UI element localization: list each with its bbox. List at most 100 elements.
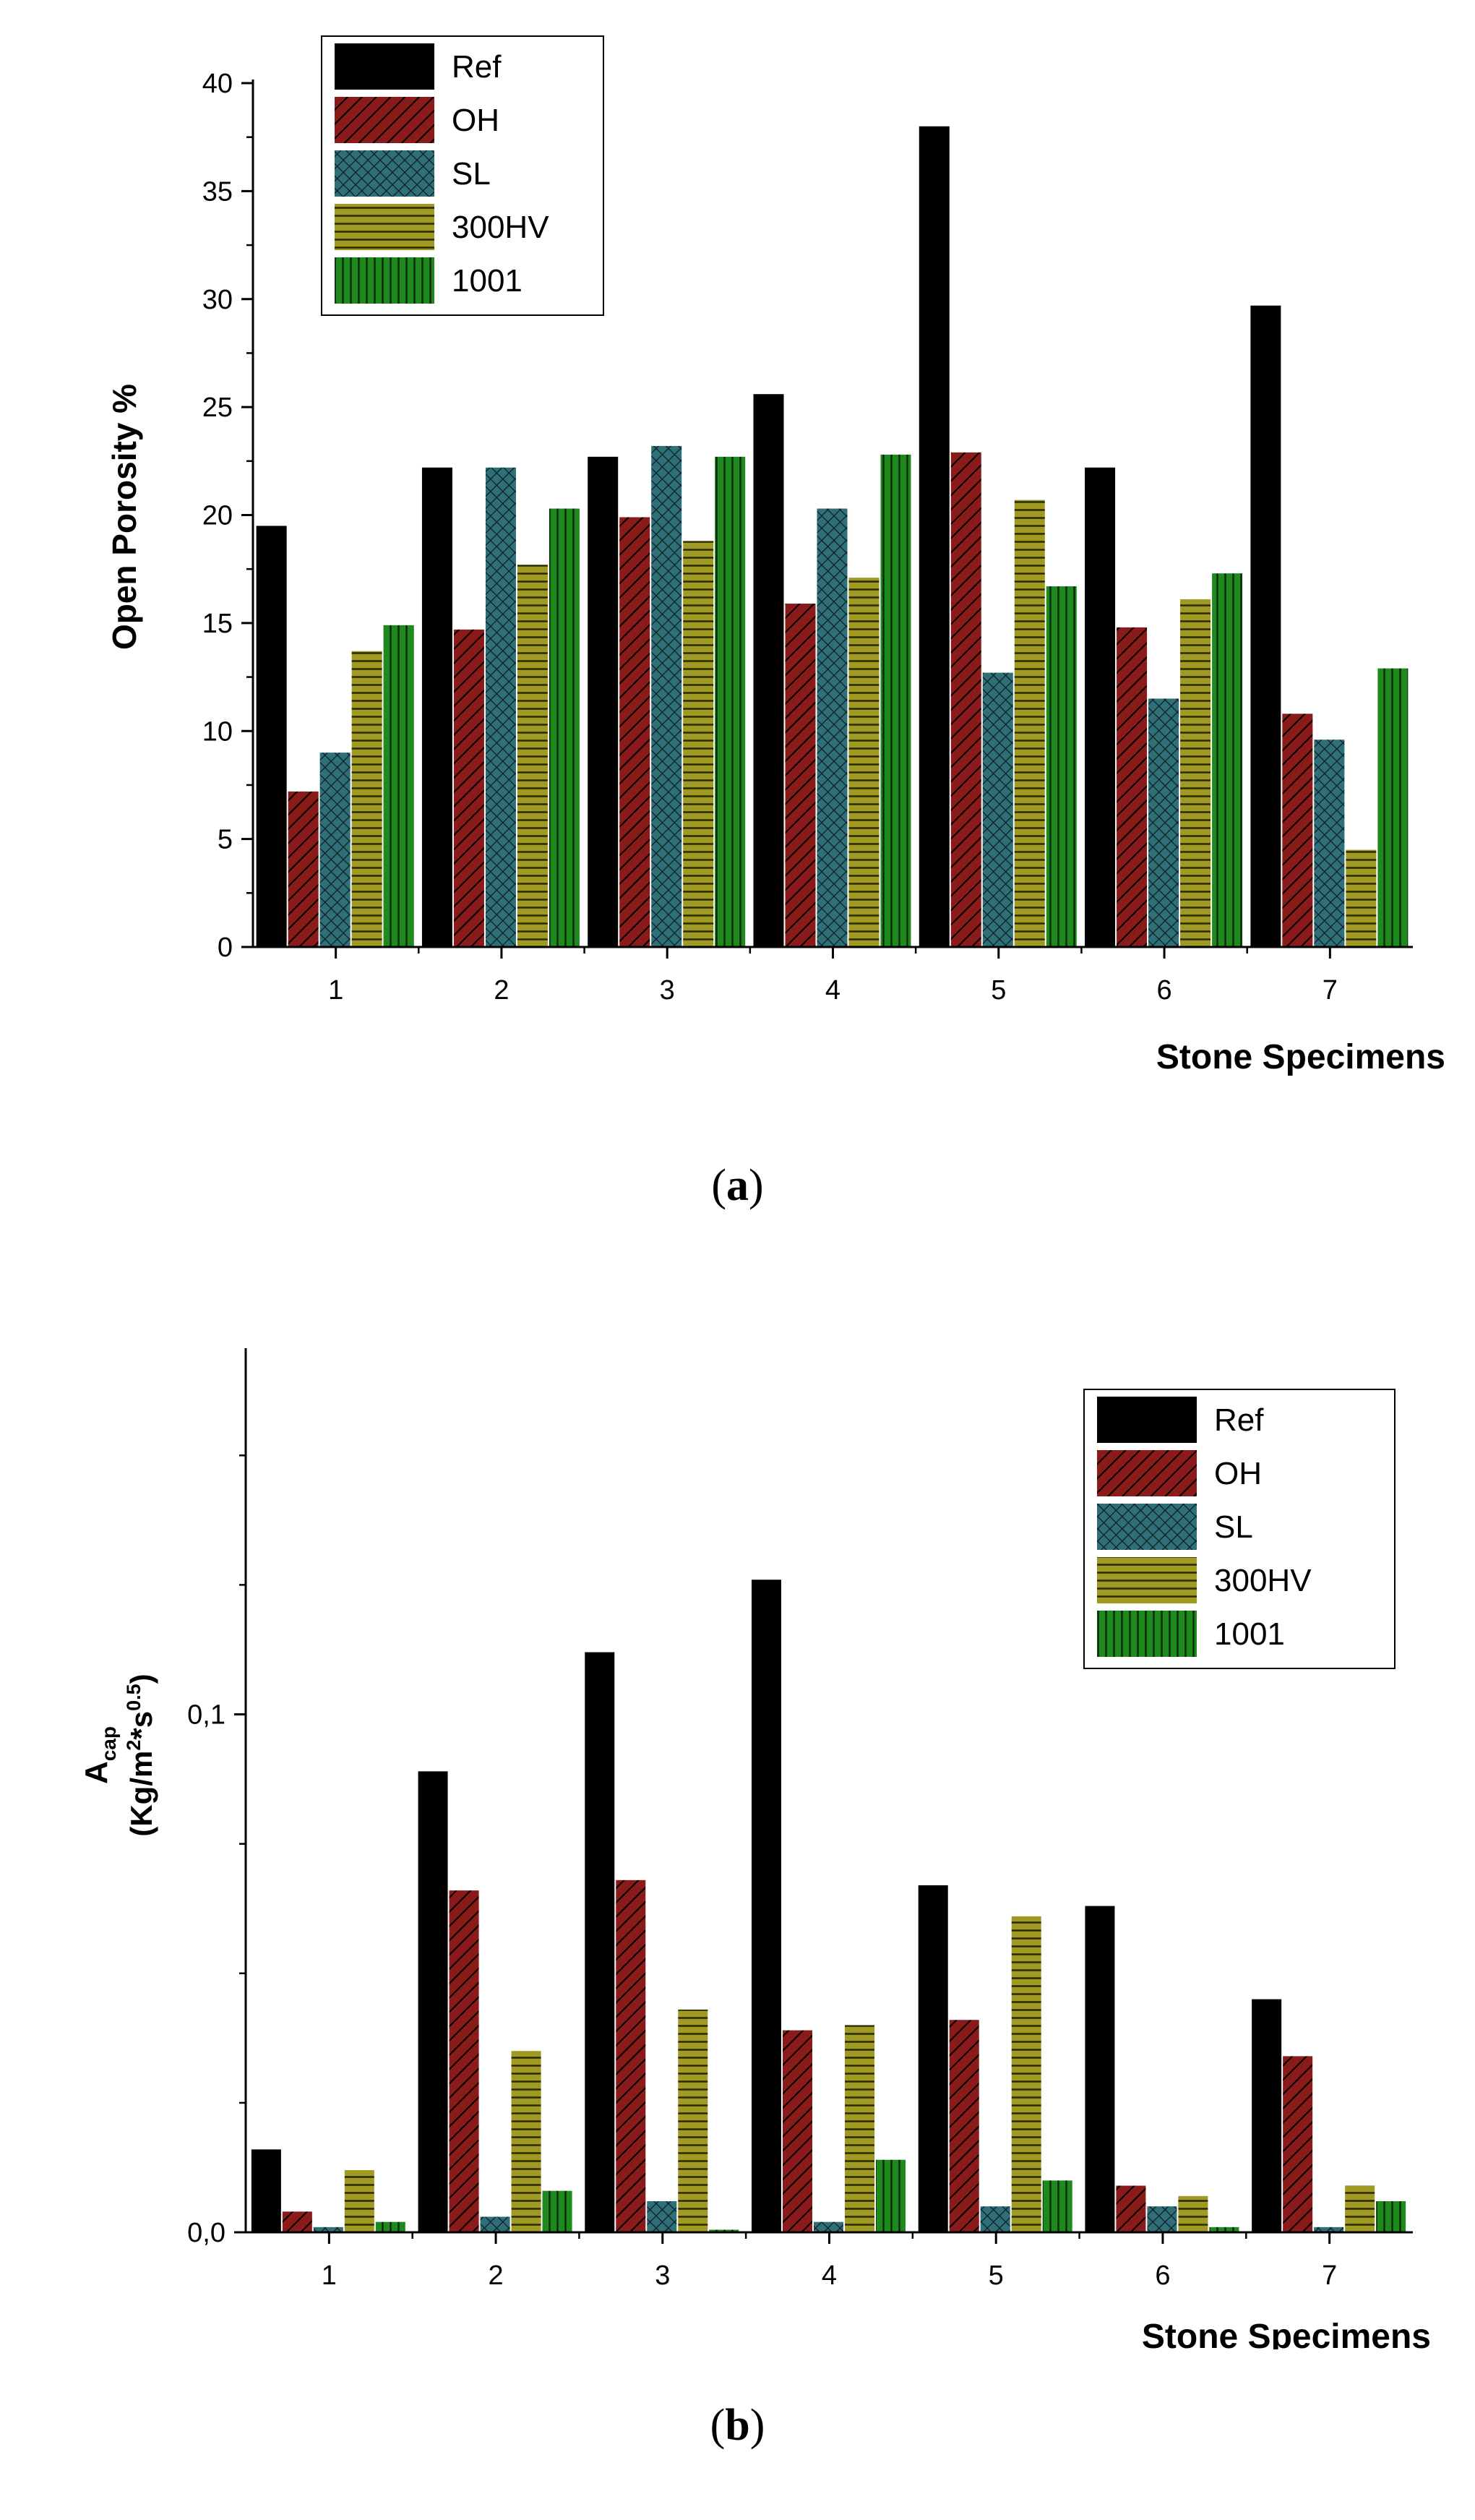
y-axis-title-main: A	[79, 1761, 114, 1784]
bar-OH-3	[616, 1880, 646, 2232]
bar-300HV-6	[1178, 2195, 1208, 2232]
y-tick-label: 25	[202, 393, 233, 423]
y-axis-title-1: Acap	[79, 1726, 120, 1784]
bar-OH-5	[949, 2020, 979, 2232]
legend-swatch-Ref	[1097, 1397, 1197, 1443]
bar-300HV-3	[678, 2009, 708, 2232]
bar-OH-2	[449, 1890, 479, 2232]
chart-b-svg: 0,0 0,1 1 2 3 4 5 6 7 Stone Specimens Ref OH SL 300HV…	[79, 1348, 1431, 2356]
legend-label-SL: SL	[1214, 1509, 1253, 1545]
legend-label-Ref: Ref	[1214, 1402, 1264, 1438]
legend-swatch-300HV	[335, 204, 434, 250]
x-ticks-1: 1 2 3 4 5 6 7	[322, 2232, 1337, 2291]
x-tick-label-5: 5	[989, 2260, 1004, 2291]
bar-1001-5	[1046, 586, 1077, 947]
x-tick-label-7: 7	[1322, 2260, 1337, 2291]
legend-label-300HV: 300HV	[452, 210, 549, 245]
bar-OH-3	[619, 517, 650, 947]
x-tick-label-1: 1	[322, 2260, 337, 2291]
bar-SL-4	[814, 2221, 843, 2232]
bar-SL-6	[1148, 698, 1179, 947]
bar-Ref-7	[1250, 305, 1281, 947]
x-axis-title-0: Stone Specimens	[1156, 1038, 1445, 1076]
bar-SL-5	[982, 672, 1013, 947]
bar-300HV-2	[511, 2051, 541, 2232]
bar-Ref-4	[752, 1580, 781, 2232]
y-tick-label: 0,0	[187, 2218, 225, 2248]
y-units-sup2: 0.5	[123, 1684, 145, 1711]
bar-Ref-1	[256, 526, 287, 947]
bar-1001-3	[709, 2229, 739, 2232]
legend-label-OH: OH	[1214, 1456, 1262, 1491]
bar-300HV-4	[845, 2025, 874, 2232]
legend-1: Ref OH SL 300HV 1001	[1083, 1389, 1396, 1669]
bar-1001-7	[1376, 2201, 1406, 2232]
bar-300HV-1	[351, 651, 382, 947]
bar-300HV-5	[1011, 1916, 1041, 2232]
bar-SL-1	[313, 2227, 343, 2232]
bar-OH-1	[288, 791, 319, 947]
legend-label-Ref: Ref	[452, 49, 502, 85]
x-tick-label-3: 3	[655, 2260, 670, 2291]
bar-1001-6	[1212, 573, 1243, 947]
bar-1001-1	[375, 2221, 405, 2232]
bar-Ref-4	[753, 394, 784, 947]
bar-SL-4	[817, 508, 848, 947]
y-tick-label: 15	[202, 609, 233, 639]
legend-swatch-1001	[335, 257, 434, 304]
y-units-post: )	[124, 1673, 158, 1684]
bar-SL-1	[319, 753, 351, 947]
x-tick-label-6: 6	[1155, 2260, 1170, 2291]
caption-b-letter: b	[725, 2401, 750, 2450]
bar-1001-7	[1377, 668, 1409, 947]
y-units-mid: *s	[124, 1711, 158, 1740]
y-ticks-0: 0 5 10 15 20 25 30 35 40	[202, 69, 253, 963]
y-tick-label: 0,1	[187, 1700, 225, 1731]
bar-SL-2	[480, 2216, 510, 2232]
bar-300HV-5	[1014, 500, 1045, 947]
bar-SL-2	[485, 467, 516, 947]
bar-300HV-1	[344, 2170, 374, 2232]
legend-label-1001: 1001	[1214, 1616, 1285, 1652]
bar-300HV-7	[1345, 2185, 1375, 2232]
bar-SL-3	[651, 445, 682, 947]
legend-swatch-SL	[335, 150, 434, 197]
legend-label-1001: 1001	[452, 263, 523, 299]
bar-1001-4	[880, 454, 911, 947]
bar-1001-1	[383, 625, 414, 947]
y-ticks-1: 0,0 0,1	[187, 1454, 246, 2248]
y-tick-label: 5	[218, 825, 233, 855]
x-tick-label-3: 3	[660, 975, 675, 1006]
y-tick-label: 10	[202, 716, 233, 747]
bar-300HV-4	[848, 578, 880, 947]
y-tick-label: 0	[218, 933, 233, 963]
bar-SL-7	[1314, 740, 1345, 947]
x-ticks-0: 1 2 3 4 5 6 7	[328, 947, 1338, 1006]
legend-swatch-SL	[1097, 1504, 1197, 1550]
legend-swatch-OH	[1097, 1450, 1197, 1496]
bar-300HV-6	[1180, 599, 1211, 947]
y-tick-label: 40	[202, 69, 233, 99]
x-tick-label-5: 5	[991, 975, 1006, 1006]
caption-a: (a)	[711, 1161, 764, 1210]
x-axis-title-1: Stone Specimens	[1142, 2318, 1431, 2349]
x-tick-label-7: 7	[1323, 975, 1338, 1006]
figure-b: 0,0 0,1 1 2 3 4 5 6 7 Stone Specimens Ref OH SL 300HV…	[0, 1301, 1475, 2356]
legend-swatch-Ref	[335, 43, 434, 90]
chart-a-svg: 0 5 10 15 20 25 30 35 40 1 2 3 4 5 6 7 Stone Specimens Re…	[106, 35, 1445, 1076]
x-tick-label-1: 1	[328, 975, 343, 1006]
legend-label-SL: SL	[452, 156, 491, 192]
bar-OH-4	[783, 2030, 812, 2232]
bar-1001-3	[715, 456, 746, 947]
x-tick-label-6: 6	[1157, 975, 1172, 1006]
bar-Ref-2	[418, 1771, 448, 2232]
bar-1001-2	[549, 508, 580, 947]
bar-1001-2	[542, 2190, 572, 2232]
bar-OH-2	[453, 629, 484, 947]
bar-SL-6	[1147, 2206, 1177, 2232]
bar-OH-5	[950, 452, 981, 947]
bar-SL-5	[980, 2206, 1010, 2232]
y-axis-units-1: (Kg/m2*s0.5)	[123, 1673, 158, 1836]
bars-group-1	[251, 1580, 1406, 2232]
x-tick-label-4: 4	[822, 2260, 837, 2291]
